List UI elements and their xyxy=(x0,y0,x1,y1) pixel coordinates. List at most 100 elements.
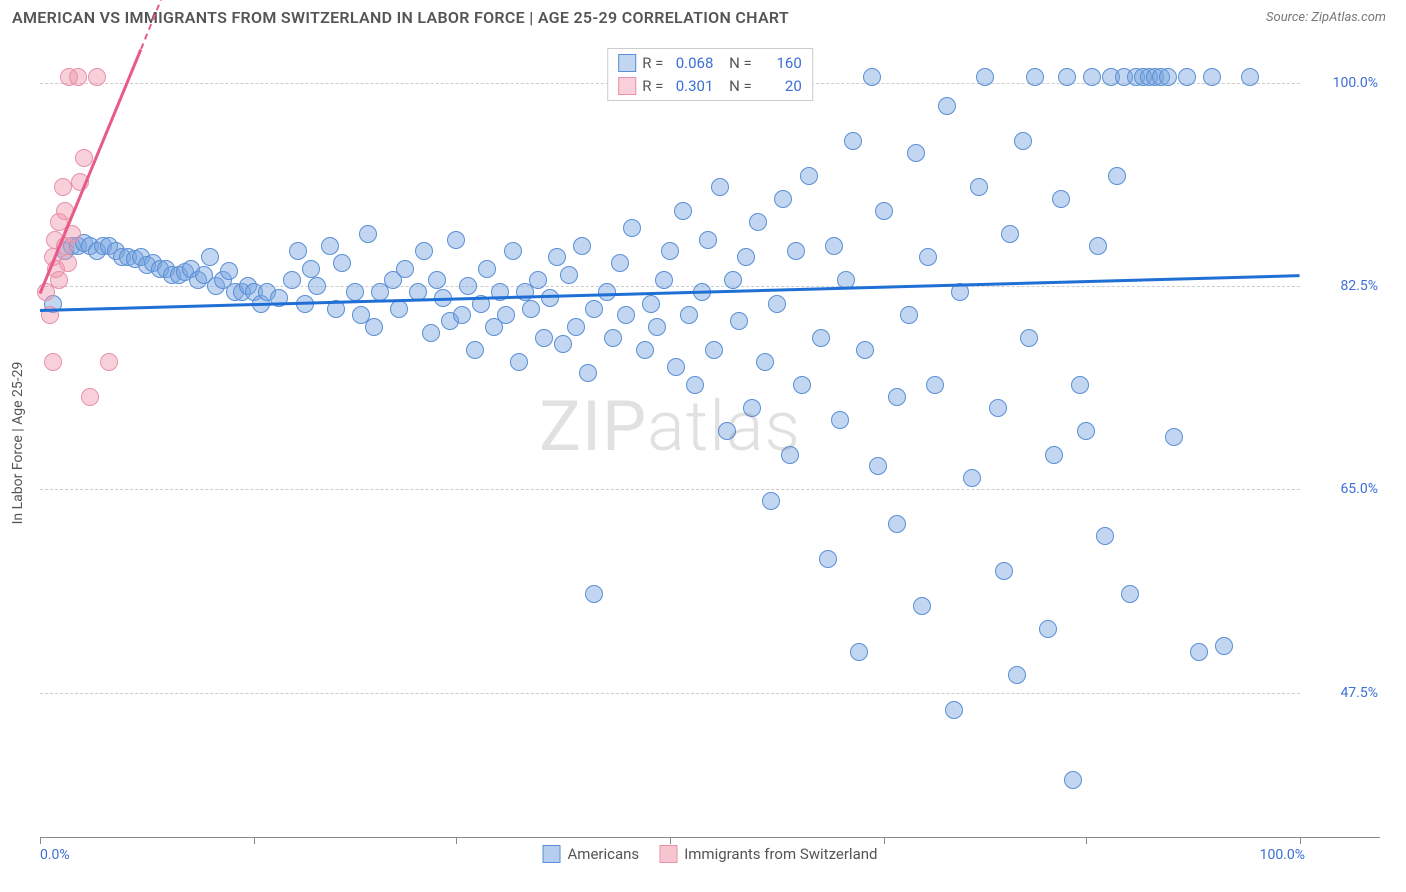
dot-americans xyxy=(220,262,238,280)
dot-americans xyxy=(447,231,465,249)
dot-americans xyxy=(1241,68,1259,86)
dot-americans xyxy=(1190,643,1208,661)
dot-americans xyxy=(919,248,937,266)
x-tick xyxy=(1086,838,1087,844)
dot-americans xyxy=(1203,68,1221,86)
dot-americans xyxy=(1165,428,1183,446)
dot-americans xyxy=(648,318,666,336)
dot-americans xyxy=(926,376,944,394)
legend-label-swiss: Immigrants from Switzerland xyxy=(684,845,877,863)
dot-americans xyxy=(756,353,774,371)
dot-americans xyxy=(466,341,484,359)
dot-americans xyxy=(1077,422,1095,440)
dot-americans xyxy=(1089,237,1107,255)
dot-americans xyxy=(699,231,717,249)
dot-americans xyxy=(289,242,307,260)
dot-americans xyxy=(1026,68,1044,86)
swatch-americans xyxy=(618,54,636,72)
dot-americans xyxy=(875,202,893,220)
r-value-americans: 0.068 xyxy=(669,52,713,75)
dot-americans xyxy=(680,306,698,324)
dot-americans xyxy=(1121,585,1139,603)
x-tick xyxy=(254,838,255,844)
dot-swiss xyxy=(69,68,87,86)
correlation-legend: R = 0.068 N = 160 R = 0.301 N = 20 xyxy=(607,48,813,101)
dot-americans xyxy=(869,457,887,475)
swatch-swiss xyxy=(618,77,636,95)
dot-americans xyxy=(1008,666,1026,684)
dot-americans xyxy=(825,237,843,255)
dot-americans xyxy=(428,271,446,289)
dot-americans xyxy=(850,643,868,661)
dot-swiss xyxy=(59,254,77,272)
dot-americans xyxy=(567,318,585,336)
dot-americans xyxy=(359,225,377,243)
dot-americans xyxy=(453,306,471,324)
dot-swiss xyxy=(44,353,62,371)
dot-americans xyxy=(812,329,830,347)
dot-americans xyxy=(611,254,629,272)
dot-americans xyxy=(283,271,301,289)
dot-americans xyxy=(554,335,572,353)
chart-area: In Labor Force | Age 25-29 ZIPatlas 47.5… xyxy=(40,48,1380,838)
correlation-row-americans: R = 0.068 N = 160 xyxy=(618,52,802,75)
dot-americans xyxy=(945,701,963,719)
dot-americans xyxy=(686,376,704,394)
dot-swiss xyxy=(88,68,106,86)
x-tick xyxy=(456,838,457,844)
dot-americans xyxy=(1045,446,1063,464)
dot-americans xyxy=(667,358,685,376)
dot-americans xyxy=(1178,68,1196,86)
legend-swatch-swiss xyxy=(659,845,677,863)
dot-americans xyxy=(1058,68,1076,86)
x-tick xyxy=(670,838,671,844)
chart-source: Source: ZipAtlas.com xyxy=(1266,10,1386,25)
dot-americans xyxy=(989,399,1007,417)
dot-americans xyxy=(970,178,988,196)
dot-americans xyxy=(781,446,799,464)
x-tick xyxy=(40,838,41,844)
dot-americans xyxy=(333,254,351,272)
dot-americans xyxy=(711,178,729,196)
dot-americans xyxy=(976,68,994,86)
dot-americans xyxy=(900,306,918,324)
gridline-h xyxy=(40,693,1300,694)
dot-americans xyxy=(321,237,339,255)
y-tick-label: 65.0% xyxy=(1308,481,1378,497)
dot-americans xyxy=(636,341,654,359)
chart-title: AMERICAN VS IMMIGRANTS FROM SWITZERLAND … xyxy=(12,8,789,27)
gridline-h xyxy=(40,489,1300,490)
y-axis-label: In Labor Force | Age 25-29 xyxy=(10,361,26,524)
legend-item-americans: Americans xyxy=(543,845,640,863)
dot-americans xyxy=(623,219,641,237)
plot-region: ZIPatlas 47.5%65.0%82.5%100.0% xyxy=(40,48,1300,838)
dot-americans xyxy=(963,469,981,487)
dot-americans xyxy=(548,248,566,266)
dot-americans xyxy=(737,248,755,266)
dot-americans xyxy=(579,364,597,382)
dot-americans xyxy=(510,353,528,371)
dot-americans xyxy=(1052,190,1070,208)
x-tick-min: 0.0% xyxy=(40,847,70,863)
dot-americans xyxy=(730,312,748,330)
dot-swiss xyxy=(54,178,72,196)
dot-americans xyxy=(787,242,805,260)
dot-americans xyxy=(365,318,383,336)
legend-label-americans: Americans xyxy=(568,845,640,863)
dot-americans xyxy=(529,271,547,289)
x-tick-max: 100.0% xyxy=(1260,847,1305,863)
r-value-swiss: 0.301 xyxy=(669,75,713,98)
dot-americans xyxy=(762,492,780,510)
dot-americans xyxy=(774,190,792,208)
dot-americans xyxy=(1001,225,1019,243)
dot-americans xyxy=(819,550,837,568)
dot-americans xyxy=(478,260,496,278)
dot-americans xyxy=(749,213,767,231)
dot-americans xyxy=(573,237,591,255)
dot-americans xyxy=(938,97,956,115)
r-label: R = xyxy=(642,75,663,98)
dot-americans xyxy=(995,562,1013,580)
dot-americans xyxy=(1159,68,1177,86)
dot-americans xyxy=(1039,620,1057,638)
dot-americans xyxy=(793,376,811,394)
